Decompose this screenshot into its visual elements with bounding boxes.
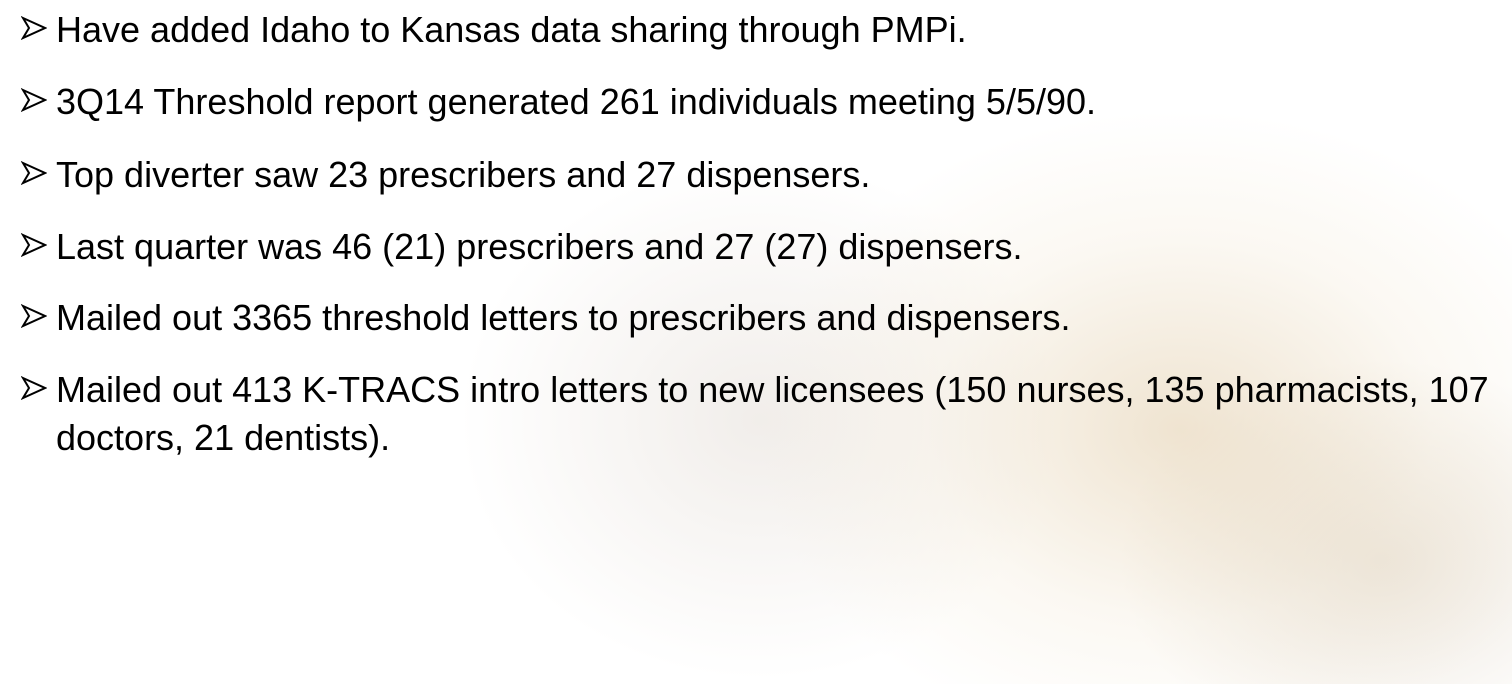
bullet-item: Top diverter saw 23 prescribers and 27 d… <box>0 151 1508 199</box>
bullet-arrow <box>21 16 47 40</box>
bullet-arrow <box>21 304 47 328</box>
bullet-text: Mailed out 3365 threshold letters to pre… <box>56 294 1508 342</box>
slide: Have added Idaho to Kansas data sharing … <box>0 0 1512 684</box>
bullet-text: Last quarter was 46 (21) prescribers and… <box>56 223 1508 271</box>
bullet-item: Last quarter was 46 (21) prescribers and… <box>0 223 1508 271</box>
bullet-text: Top diverter saw 23 prescribers and 27 d… <box>56 151 1508 199</box>
bullet-arrow <box>21 233 47 257</box>
bullet-item: Mailed out 413 K-TRACS intro letters to … <box>0 366 1508 462</box>
bullet-text: Have added Idaho to Kansas data sharing … <box>56 6 1508 54</box>
bullet-arrow <box>21 161 47 185</box>
bullet-text: 3Q14 Threshold report generated 261 indi… <box>56 78 1508 126</box>
bullet-arrow <box>21 376 47 400</box>
bullet-text: Mailed out 413 K-TRACS intro letters to … <box>56 366 1508 462</box>
bullet-item: Mailed out 3365 threshold letters to pre… <box>0 294 1508 342</box>
bullet-item: Have added Idaho to Kansas data sharing … <box>0 6 1508 54</box>
bullet-item: 3Q14 Threshold report generated 261 indi… <box>0 78 1508 126</box>
bullet-arrow <box>21 88 47 112</box>
